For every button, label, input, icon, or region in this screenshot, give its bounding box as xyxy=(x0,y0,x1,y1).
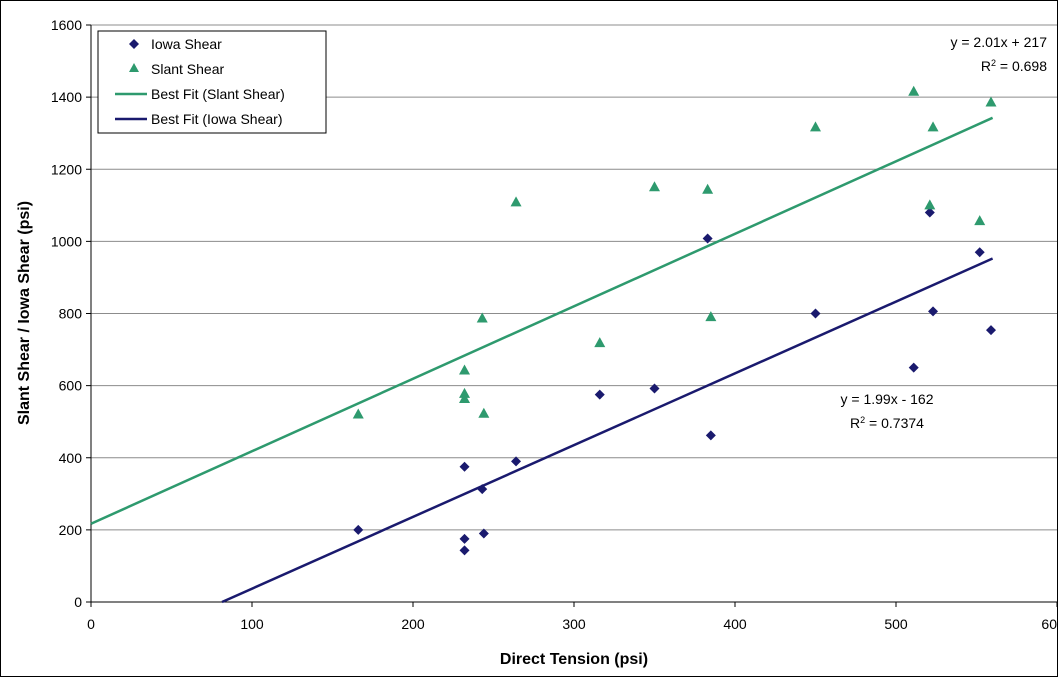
y-tick-label: 0 xyxy=(74,594,82,610)
slant-shear-point xyxy=(927,121,939,132)
slant-shear-point xyxy=(478,407,490,418)
y-tick-label: 800 xyxy=(59,306,83,322)
y-tick-label: 400 xyxy=(59,450,83,466)
iowa-shear-point xyxy=(985,325,996,336)
x-tick-labels: 0 100 200 300 400 500 60 xyxy=(87,616,1057,632)
slant-shear-point xyxy=(924,199,936,210)
iowa-shear-point xyxy=(705,430,716,441)
slant-shear-point xyxy=(352,408,364,419)
legend-slant-fit-label: Best Fit (Slant Shear) xyxy=(151,86,285,102)
slant-shear-point xyxy=(459,364,471,375)
x-tick-label: 300 xyxy=(562,616,586,632)
slant-shear-point xyxy=(594,337,606,348)
iowa-shear-point xyxy=(594,389,605,400)
iowa-shear-point xyxy=(649,383,660,394)
x-tick-label: 200 xyxy=(401,616,425,632)
y-tick-label: 1400 xyxy=(51,89,82,105)
slant-shear-point xyxy=(459,392,471,403)
slant-shear-point xyxy=(459,387,471,398)
legend-iowa-label: Iowa Shear xyxy=(151,36,222,52)
y-tick-labels: 0 200 400 600 800 1000 1200 1400 1600 xyxy=(51,17,82,610)
slant-shear-point xyxy=(476,312,488,323)
iowa-fit-r2: R2 = 0.7374 xyxy=(850,415,924,431)
iowa-shear-point xyxy=(924,207,935,218)
iowa-fit-equation: y = 1.99x - 162 xyxy=(840,391,933,407)
iowa-shear-point xyxy=(810,308,821,319)
data-points xyxy=(352,85,997,556)
x-tick-label: 0 xyxy=(87,616,95,632)
x-tick-label: 60 xyxy=(1041,616,1057,632)
iowa-shear-point xyxy=(928,306,939,317)
legend-iowa-fit-label: Best Fit (Iowa Shear) xyxy=(151,111,283,127)
legend-box xyxy=(97,30,327,134)
y-tick-label: 1000 xyxy=(51,233,82,249)
slant-shear-point xyxy=(908,85,920,96)
fit-lines xyxy=(90,116,994,604)
iowa-shear-point xyxy=(702,233,713,244)
slant-shear-point xyxy=(510,196,522,207)
x-tick-label: 400 xyxy=(723,616,747,632)
legend: Iowa Shear Slant Shear Best Fit (Slant S… xyxy=(97,30,327,134)
y-tick-label: 200 xyxy=(59,522,83,538)
legend-slant-label: Slant Shear xyxy=(151,61,224,77)
slant-shear-point xyxy=(985,96,997,107)
slant-shear-point xyxy=(810,121,821,132)
iowa-shear-point xyxy=(511,456,522,467)
y-tick-label: 1600 xyxy=(51,17,82,33)
slant-fit-equation: y = 2.01x + 217 xyxy=(950,34,1047,50)
iowa-shear-point xyxy=(908,362,919,373)
slant-shear-point xyxy=(649,181,660,192)
iowa-shear-point xyxy=(974,247,985,258)
iowa-shear-point xyxy=(477,484,488,495)
iowa-shear-point xyxy=(478,528,489,539)
fit-line xyxy=(90,116,994,525)
y-tick-label: 1200 xyxy=(51,161,82,177)
y-axis-title: Slant Shear / Iowa Shear (psi) xyxy=(16,201,33,425)
x-tick-label: 100 xyxy=(240,616,264,632)
iowa-shear-point xyxy=(459,533,470,544)
fit-line xyxy=(221,257,994,604)
legend-iowa-marker xyxy=(129,39,139,49)
iowa-shear-point xyxy=(459,545,470,556)
iowa-shear-point xyxy=(353,524,364,535)
slant-shear-point xyxy=(974,215,986,226)
axes xyxy=(86,24,1057,607)
x-tick-label: 500 xyxy=(884,616,908,632)
slant-shear-point xyxy=(705,311,717,322)
x-axis-title: Direct Tension (psi) xyxy=(500,651,648,668)
y-tick-label: 600 xyxy=(59,378,83,394)
iowa-shear-point xyxy=(459,461,470,472)
legend-slant-marker xyxy=(129,63,139,72)
slant-shear-point xyxy=(702,183,714,194)
slant-fit-r2: R2 = 0.698 xyxy=(981,58,1047,74)
